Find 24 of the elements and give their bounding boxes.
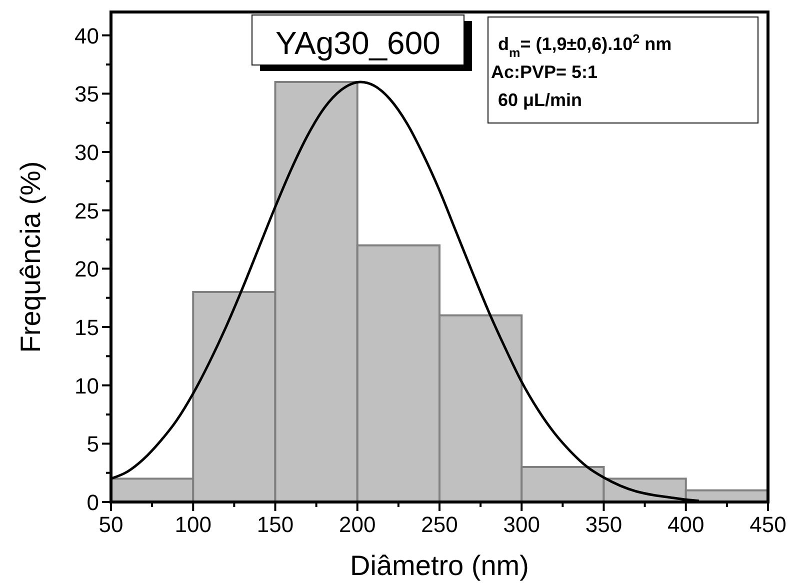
x-tick-label: 400 — [668, 512, 704, 537]
y-tick-label: 15 — [74, 315, 99, 340]
y-tick-label: 0 — [86, 490, 99, 515]
x-tick-label: 50 — [98, 512, 124, 537]
y-tick-label: 35 — [74, 82, 99, 107]
y-axis-title: Frequência (%) — [15, 161, 46, 353]
x-tick-label: 100 — [174, 512, 212, 537]
y-tick-label: 40 — [74, 23, 99, 48]
x-tick-label: 350 — [585, 512, 622, 537]
annotation: 60 μL/min — [498, 90, 582, 110]
y-tick-label: 10 — [74, 373, 99, 398]
chart-title: YAg30_600 — [276, 25, 440, 61]
y-tick-label: 25 — [74, 198, 99, 224]
annotation: Ac:PVP= 5:1 — [491, 62, 598, 82]
x-tick-label: 150 — [256, 512, 294, 537]
x-tick-label: 450 — [750, 512, 786, 537]
x-tick-label: 250 — [421, 512, 458, 537]
x-axis-title: Diâmetro (nm) — [350, 550, 529, 581]
y-tick-label: 30 — [74, 140, 99, 165]
y-tick-label: 20 — [74, 256, 99, 282]
x-tick-label: 300 — [503, 512, 540, 537]
y-tick-label: 5 — [86, 432, 99, 457]
x-tick-label: 200 — [339, 512, 376, 537]
annotation: d$_{m}$= (1,9±0,6).10$^{2}$ nm — [498, 32, 672, 60]
